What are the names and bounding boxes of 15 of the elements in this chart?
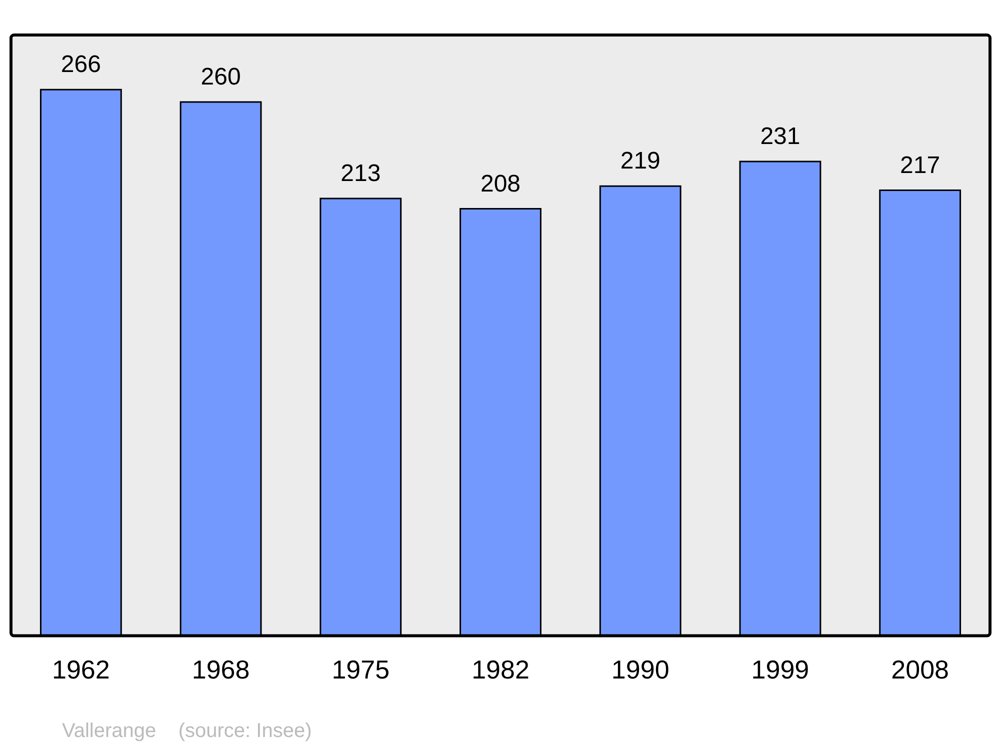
x-tick-label: 1975 bbox=[332, 654, 390, 685]
x-tick-label: 1990 bbox=[611, 654, 670, 685]
data-label: 217 bbox=[900, 152, 940, 179]
text: Vallerange (source: Insee) bbox=[62, 720, 312, 742]
x-tick-label: 1999 bbox=[751, 654, 810, 685]
x-tick-label: 2008 bbox=[891, 654, 949, 685]
x-tick-label: 1968 bbox=[192, 654, 250, 685]
x-tick-label: 1982 bbox=[472, 654, 530, 685]
data-label: 208 bbox=[480, 170, 521, 198]
x-tick-label: 1962 bbox=[52, 654, 110, 685]
data-label: 266 bbox=[60, 51, 101, 78]
data-label: 219 bbox=[620, 148, 660, 175]
data-label: 213 bbox=[340, 160, 381, 188]
data-label: 260 bbox=[200, 64, 241, 91]
data-label: 231 bbox=[760, 123, 800, 150]
